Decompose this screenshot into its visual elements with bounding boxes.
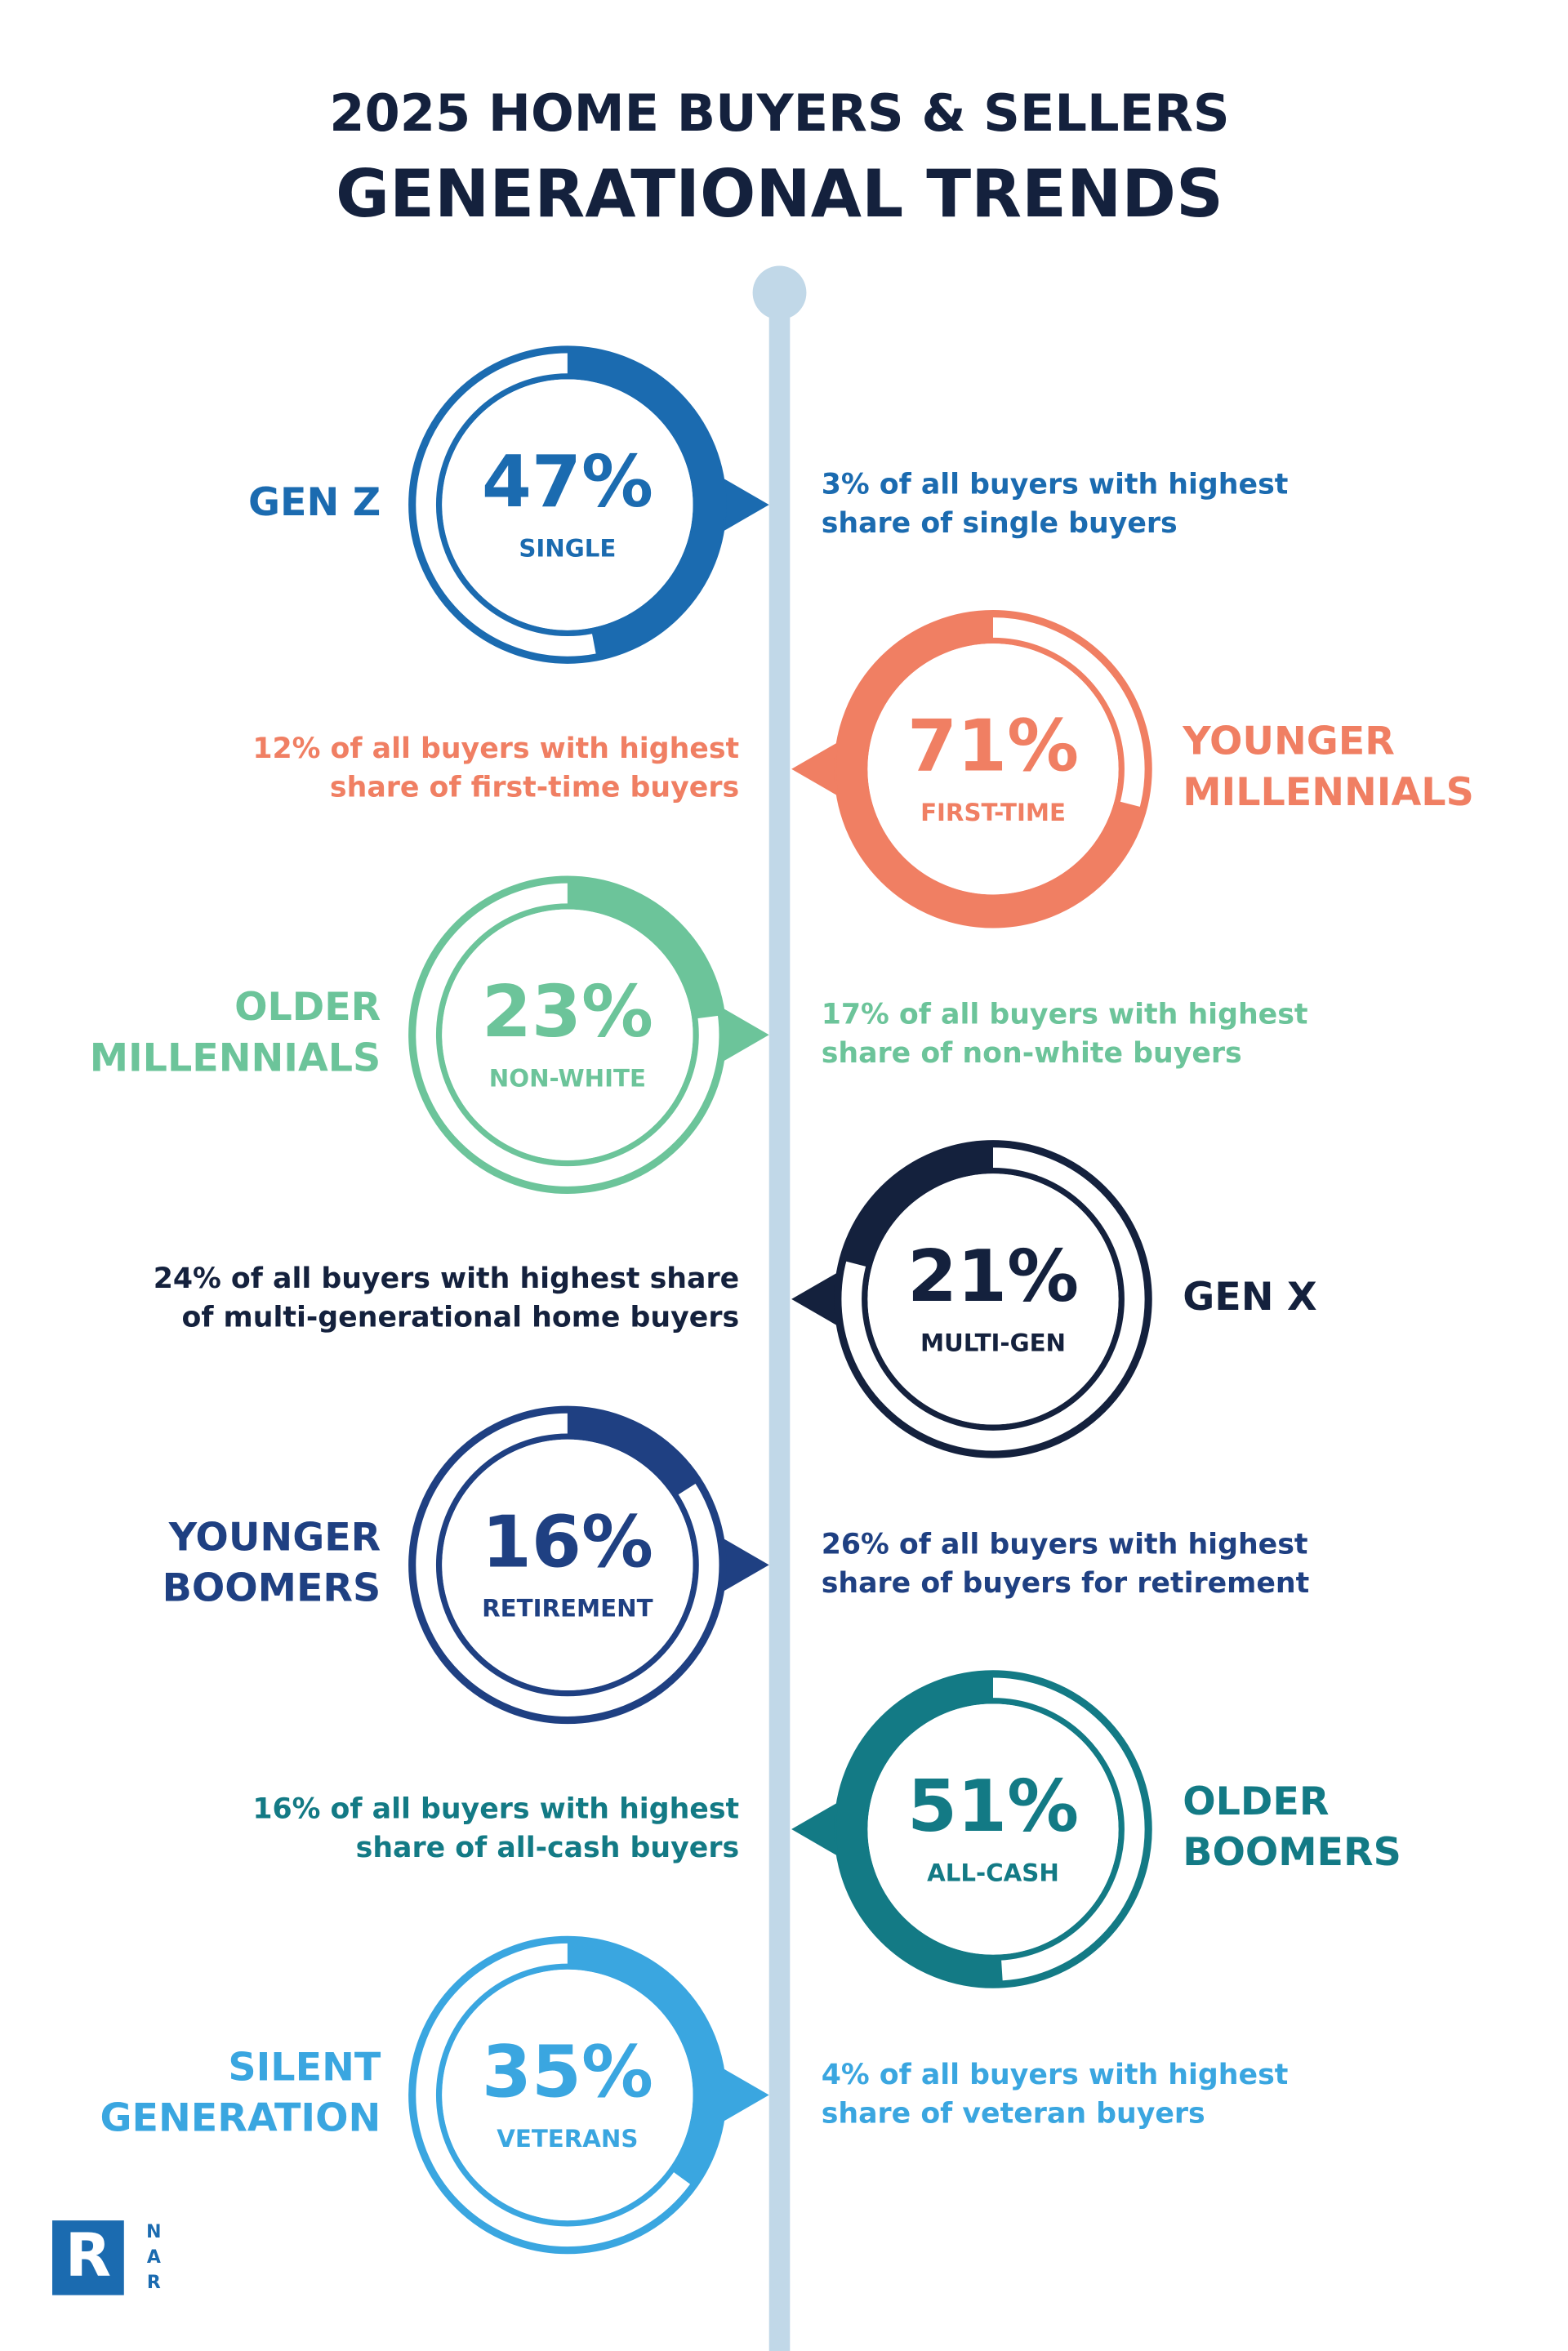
stat-label: SINGLE: [519, 534, 616, 562]
description: 4% of all buyers with highest: [822, 2059, 1289, 2091]
generation-name: BOOMERS: [1183, 1830, 1401, 1875]
value-arc: [567, 1408, 700, 1498]
generation-name: BOOMERS: [163, 1565, 381, 1610]
generation-name: GEN Z: [248, 480, 381, 525]
inner-fill: [867, 1173, 1119, 1425]
stat-label: FIRST-TIME: [920, 799, 1066, 826]
logo-letter: N: [146, 2222, 161, 2242]
description: 3% of all buyers with highest: [822, 468, 1289, 501]
title-line2: GENERATIONAL TRENDS: [336, 155, 1223, 232]
generation-name: YOUNGER: [168, 1515, 381, 1560]
inner-fill: [867, 1703, 1119, 1955]
description: 17% of all buyers with highest: [822, 998, 1308, 1031]
generation-name: GEN X: [1183, 1275, 1316, 1320]
stat-label: RETIREMENT: [482, 1595, 653, 1623]
value-arc: [567, 1938, 724, 2188]
timeline-start: [752, 265, 807, 320]
description: share of all-cash buyers: [356, 1832, 739, 1864]
value-arc: [567, 348, 724, 659]
value-arc: [567, 878, 724, 1020]
generation-name: OLDER: [234, 985, 381, 1030]
inner-fill: [442, 909, 693, 1160]
inner-fill: [442, 1969, 693, 2221]
logo-box: [52, 2220, 124, 2295]
stat-label: ALL-CASH: [927, 1859, 1059, 1886]
inner-fill: [442, 379, 693, 630]
generation-name: YOUNGER: [1182, 719, 1395, 764]
description: share of single buyers: [822, 507, 1178, 540]
description: 16% of all buyers with highest: [252, 1792, 739, 1825]
logo-letter: R: [147, 2273, 161, 2293]
value-arc: [836, 612, 1145, 926]
inner-fill: [867, 643, 1119, 895]
percent: 71%: [907, 705, 1079, 788]
description: 26% of all buyers with highest: [822, 1529, 1308, 1561]
value-arc: [841, 1142, 994, 1268]
stat-label: MULTI-GEN: [920, 1329, 1066, 1356]
generation-name: SILENT: [228, 2045, 381, 2090]
timeline: [768, 291, 791, 2351]
description: 12% of all buyers with highest: [252, 732, 739, 765]
stat-label: NON-WHITE: [489, 1065, 646, 1093]
description: share of buyers for retirement: [822, 1567, 1310, 1600]
percent: 35%: [482, 2031, 653, 2114]
description: share of veteran buyers: [822, 2097, 1205, 2130]
description: 24% of all buyers with highest share: [154, 1262, 739, 1295]
stat-label: VETERANS: [497, 2125, 638, 2153]
title-line1: 2025 HOME BUYERS & SELLERS: [329, 83, 1229, 143]
logo-mark: R: [65, 2221, 111, 2291]
percent: 23%: [482, 970, 653, 1053]
logo-letter: A: [147, 2247, 161, 2268]
generation-name: GENERATION: [100, 2096, 381, 2141]
description: share of first-time buyers: [330, 772, 739, 804]
description: share of non-white buyers: [822, 1037, 1242, 1070]
value-arc: [835, 1672, 1004, 1987]
description: of multi-generational home buyers: [181, 1302, 739, 1334]
generation-name: MILLENNIALS: [1183, 770, 1474, 815]
percent: 16%: [482, 1500, 653, 1583]
inner-fill: [442, 1439, 693, 1690]
generation-name: MILLENNIALS: [90, 1035, 381, 1080]
percent: 47%: [482, 440, 653, 523]
percent: 51%: [907, 1765, 1079, 1848]
percent: 21%: [907, 1235, 1079, 1318]
generation-name: OLDER: [1183, 1779, 1329, 1824]
